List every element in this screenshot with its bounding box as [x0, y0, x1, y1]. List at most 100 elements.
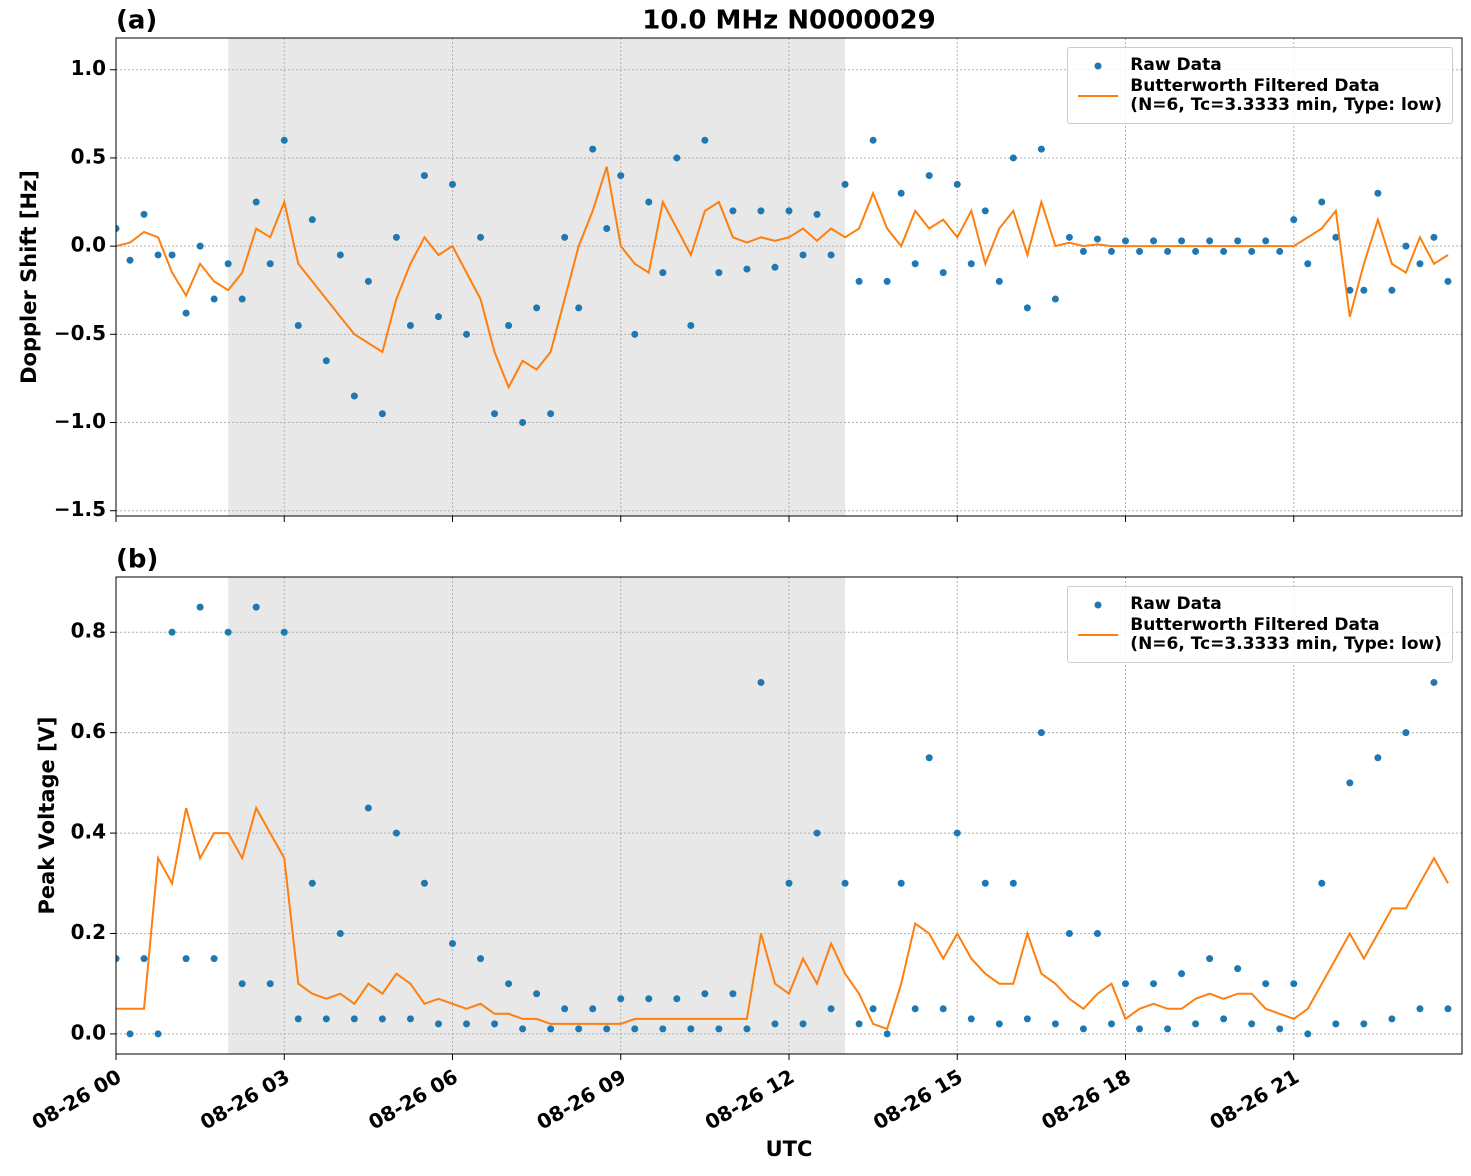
y-tick-label: 0.0: [71, 1020, 106, 1044]
raw-point: [575, 1025, 583, 1033]
y-tick-label: 1.0: [71, 56, 106, 80]
panel-label: (b): [116, 545, 158, 575]
raw-point: [1388, 1015, 1396, 1023]
raw-point: [420, 879, 428, 887]
raw-point: [883, 277, 891, 285]
raw-point: [224, 260, 232, 268]
x-tick-label: 08-26 12: [701, 1064, 799, 1134]
raw-point: [1206, 955, 1214, 963]
raw-point: [841, 879, 849, 887]
raw-point: [855, 1020, 863, 1028]
raw-point: [1107, 247, 1115, 255]
raw-point: [533, 990, 541, 998]
raw-point: [981, 879, 989, 887]
raw-point: [336, 251, 344, 259]
raw-point: [561, 233, 569, 241]
raw-point: [1023, 1015, 1031, 1023]
raw-point: [687, 322, 695, 330]
raw-point: [1136, 1025, 1144, 1033]
y-axis-label: Doppler Shift [Hz]: [17, 170, 41, 384]
legend-key: [1078, 61, 1118, 71]
raw-point: [477, 233, 485, 241]
raw-point: [1107, 1020, 1115, 1028]
raw-point: [1079, 247, 1087, 255]
y-tick-label: 0.5: [71, 144, 106, 168]
raw-point: [659, 1025, 667, 1033]
raw-point: [813, 829, 821, 837]
legend-entry: Butterworth Filtered Data (N=6, Tc=3.333…: [1078, 616, 1442, 654]
raw-point: [953, 829, 961, 837]
raw-point: [547, 410, 555, 418]
raw-point: [1346, 286, 1354, 294]
raw-point: [392, 233, 400, 241]
raw-point: [1220, 247, 1228, 255]
raw-point: [533, 304, 541, 312]
raw-point: [238, 980, 246, 988]
raw-point: [1051, 295, 1059, 303]
raw-point: [1248, 1020, 1256, 1028]
raw-point: [939, 269, 947, 277]
raw-point: [1093, 235, 1101, 243]
raw-point: [406, 1015, 414, 1023]
shaded-span: [228, 38, 846, 516]
raw-point: [322, 357, 330, 365]
raw-point: [350, 392, 358, 400]
panel-label: (a): [116, 6, 157, 36]
legend: Raw Data Butterworth Filtered Data (N=6, …: [1067, 47, 1453, 124]
raw-point: [182, 309, 190, 317]
x-tick-label: 08-26 06: [364, 1064, 462, 1134]
raw-point: [364, 277, 372, 285]
y-tick-label: 0.2: [71, 920, 106, 944]
raw-point: [575, 304, 583, 312]
raw-point: [967, 260, 975, 268]
raw-point: [687, 1025, 695, 1033]
raw-point: [631, 330, 639, 338]
raw-point: [1262, 237, 1270, 245]
y-tick-label: −1.0: [54, 409, 106, 433]
raw-point: [1234, 965, 1242, 973]
raw-point: [140, 210, 148, 218]
raw-point: [505, 322, 513, 330]
raw-point: [154, 1030, 162, 1038]
raw-point: [252, 603, 260, 611]
raw-point: [1093, 929, 1101, 937]
raw-point: [116, 955, 120, 963]
raw-point: [1318, 879, 1326, 887]
raw-point: [1192, 247, 1200, 255]
raw-point: [925, 754, 933, 762]
raw-point: [617, 172, 625, 180]
raw-point: [1360, 1020, 1368, 1028]
raw-point: [897, 189, 905, 197]
raw-point: [196, 242, 204, 250]
raw-point: [855, 277, 863, 285]
raw-point: [1164, 247, 1172, 255]
raw-point: [1065, 929, 1073, 937]
raw-point: [463, 330, 471, 338]
raw-point: [210, 955, 218, 963]
raw-point: [743, 265, 751, 273]
legend-label: Butterworth Filtered Data (N=6, Tc=3.333…: [1130, 615, 1442, 654]
raw-point: [1248, 247, 1256, 255]
y-tick-label: 0.4: [71, 820, 106, 844]
raw-point: [883, 1030, 891, 1038]
legend-entry: Butterworth Filtered Data (N=6, Tc=3.333…: [1078, 77, 1442, 115]
raw-point: [1416, 1005, 1424, 1013]
raw-point: [1037, 729, 1045, 737]
raw-point: [519, 419, 527, 427]
raw-point: [1122, 980, 1129, 988]
legend-marker: [1078, 95, 1119, 97]
legend-label: Butterworth Filtered Data (N=6, Tc=3.333…: [1130, 76, 1442, 115]
plot-area: [116, 136, 1452, 427]
legend-key: [1078, 94, 1119, 98]
raw-point: [1009, 154, 1017, 162]
raw-point: [757, 207, 765, 215]
raw-point: [449, 940, 456, 948]
x-tick-label: 08-26 03: [196, 1064, 294, 1134]
legend-label: Raw Data: [1130, 594, 1222, 614]
raw-point: [168, 251, 176, 259]
raw-point: [1430, 233, 1438, 241]
raw-point: [1009, 879, 1017, 887]
raw-point: [1234, 237, 1242, 245]
raw-point: [1360, 286, 1368, 294]
